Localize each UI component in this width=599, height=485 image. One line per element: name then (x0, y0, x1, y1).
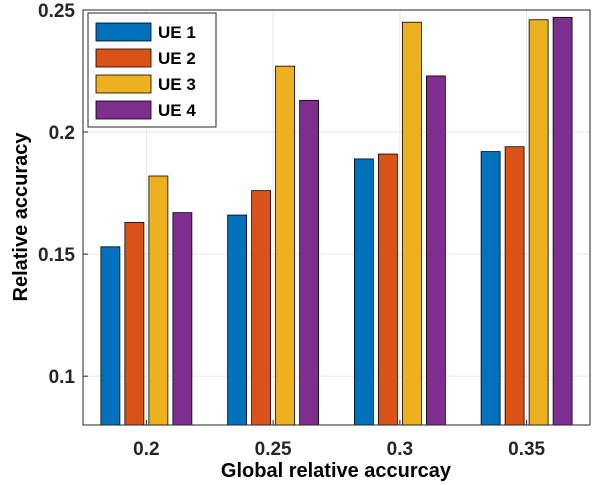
bar-ue-3-0.2 (148, 175, 169, 426)
bar-ue-3-0.25 (275, 65, 296, 426)
y-tick-label: 0.25 (38, 1, 75, 22)
legend-label: UE 4 (158, 101, 196, 120)
bar-ue-3-0.3 (401, 21, 422, 426)
bar-ue-4-0.3 (425, 75, 446, 426)
bar-ue-3-0.35 (528, 19, 549, 426)
legend-swatch (95, 48, 152, 68)
bar-ue-1-0.25 (227, 214, 248, 426)
x-tick-label: 0.2 (133, 439, 159, 460)
bar-ue-4-0.25 (299, 99, 320, 426)
x-tick-label: 0.25 (255, 439, 292, 460)
bar-ue-2-0.25 (251, 190, 272, 426)
bar-ue-1-0.2 (100, 246, 121, 426)
plot-frame (82, 9, 591, 426)
y-axis-ticks: 0.1 0.15 0.2 0.25 (38, 1, 88, 388)
legend-label: UE 3 (158, 75, 196, 94)
y-axis-label: Relative accuracy (10, 132, 32, 302)
y-tick-label: 0.1 (49, 367, 76, 388)
x-tick-label: 0.3 (387, 439, 413, 460)
legend-label: UE 1 (158, 23, 196, 42)
x-tick-label: 0.35 (508, 439, 545, 460)
bar-ue-2-0.35 (504, 146, 525, 426)
bar-ue-4-0.35 (552, 16, 573, 426)
y-tick-label: 0.2 (49, 123, 75, 144)
bar-ue-4-0.2 (172, 212, 193, 426)
legend-swatch (95, 22, 152, 42)
y-tick-label: 0.15 (38, 245, 75, 266)
bar-ue-1-0.35 (480, 151, 501, 426)
x-axis-label: Global relative accurcay (221, 460, 452, 482)
legend: UE 1 UE 2 UE 3 UE 4 (87, 12, 217, 128)
legend-swatch (95, 100, 152, 120)
bar-ue-2-0.2 (124, 221, 145, 426)
bar-ue-2-0.3 (377, 153, 398, 426)
legend-label: UE 2 (158, 49, 196, 68)
legend-swatch (95, 74, 152, 94)
bar-ue-1-0.3 (353, 158, 374, 426)
x-axis-ticks: 0.2 0.25 0.3 0.35 (133, 420, 546, 460)
